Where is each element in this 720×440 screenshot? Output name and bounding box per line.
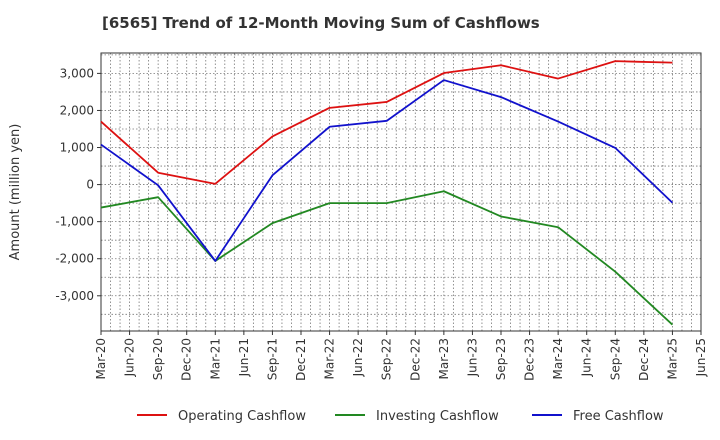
legend-item: Operating Cashflow — [137, 409, 306, 424]
y-tick-label: 3,000 — [60, 66, 94, 80]
x-tick-label: Mar-22 — [323, 338, 337, 379]
x-tick-label: Mar-21 — [208, 338, 222, 379]
x-tick-label: Mar-23 — [437, 338, 451, 379]
x-tick-label: Sep-21 — [265, 338, 279, 380]
x-tick-label: Sep-23 — [494, 338, 508, 380]
x-tick-label: Sep-24 — [608, 338, 622, 380]
series-line-operating-cashflow — [100, 60, 673, 185]
x-tick-label: Jun-25 — [694, 338, 708, 377]
x-tick-label: Sep-20 — [151, 338, 165, 380]
x-tick-label: Mar-25 — [665, 338, 679, 379]
x-tick-label: Dec-22 — [408, 338, 422, 381]
x-tick-label: Dec-21 — [294, 338, 308, 381]
x-tick-label: Dec-23 — [523, 338, 537, 381]
series-line-investing-cashflow — [100, 190, 674, 326]
y-axis-label: Amount (million yen) — [8, 124, 23, 261]
y-tick-label: 0 — [86, 178, 94, 192]
y-tick-label: -2,000 — [55, 252, 94, 266]
x-tick-label: Jun-21 — [237, 338, 251, 377]
chart-title: [6565] Trend of 12-Month Moving Sum of C… — [102, 14, 540, 32]
legend-item: Free Cashflow — [532, 409, 664, 424]
series-line-free-cashflow — [100, 79, 674, 262]
legend-label: Free Cashflow — [573, 409, 664, 424]
legend-label: Investing Cashflow — [376, 409, 499, 424]
plot-border — [100, 52, 702, 332]
x-tick-label: Jun-20 — [123, 338, 137, 377]
plot-background — [101, 53, 701, 331]
x-tick-label: Mar-20 — [94, 338, 108, 379]
x-tick-label: Jun-23 — [465, 338, 479, 377]
legend-item: Investing Cashflow — [335, 409, 499, 424]
x-tick-label: Dec-24 — [637, 338, 651, 381]
x-tick-label: Jun-24 — [580, 338, 594, 377]
y-tick-label: -3,000 — [55, 289, 94, 303]
y-tick-label: 2,000 — [60, 103, 94, 117]
x-tick-label: Mar-24 — [551, 338, 565, 379]
y-tick-label: 1,000 — [60, 141, 94, 155]
x-tick-label: Sep-22 — [380, 338, 394, 380]
legend-label: Operating Cashflow — [178, 409, 306, 424]
x-tick-label: Dec-20 — [180, 338, 194, 381]
y-tick-label: -1,000 — [55, 215, 94, 229]
x-tick-label: Jun-22 — [351, 338, 365, 377]
